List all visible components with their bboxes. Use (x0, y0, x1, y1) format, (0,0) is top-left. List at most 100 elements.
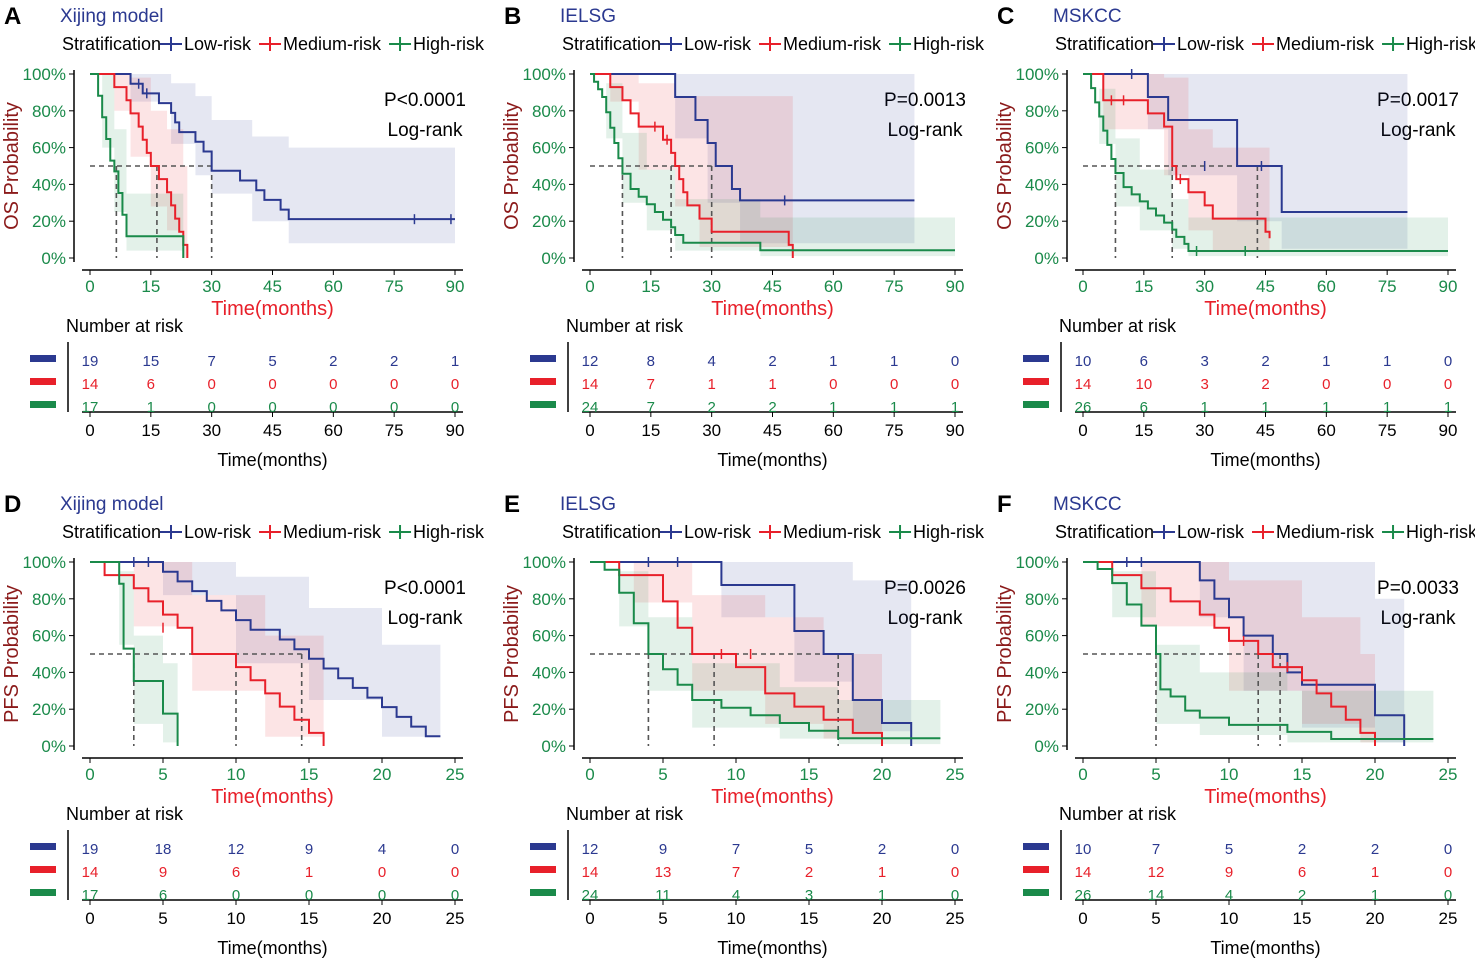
x-tick-label: 15 (641, 277, 660, 296)
risk-x-tick-label: 60 (324, 421, 343, 440)
y-tick-label: 60% (32, 139, 66, 158)
y-tick-label: 100% (523, 553, 566, 572)
risk-x-tick-label: 0 (85, 909, 94, 928)
risk-count: 6 (1140, 353, 1148, 370)
panel-letter: B (504, 3, 521, 30)
risk-count: 14 (1148, 887, 1165, 904)
x-tick-label: 45 (763, 277, 782, 296)
risk-count: 2 (805, 864, 813, 881)
legend-label-low: Low-risk (1177, 34, 1245, 54)
risk-count: 0 (829, 376, 837, 393)
risk-x-tick-label: 25 (946, 909, 965, 928)
log-rank-label: Log-rank (388, 120, 463, 141)
risk-count: 0 (268, 376, 276, 393)
risk-count: 14 (1075, 376, 1092, 393)
risk-row-swatch-low (1023, 843, 1049, 850)
y-axis-label: PFS Probability (1, 585, 23, 723)
x-axis-label: Time(months) (211, 298, 334, 320)
risk-row-swatch-high (1023, 889, 1049, 896)
legend-title: Stratification (62, 34, 161, 54)
y-tick-label: 80% (1025, 590, 1059, 609)
x-tick-label: 10 (227, 765, 246, 784)
risk-x-tick-label: 10 (1220, 909, 1239, 928)
legend-label-high: High-risk (413, 522, 485, 542)
panel-f: F MSKCC Stratification Low-risk Medium-risk H… (994, 491, 1475, 958)
x-tick-label: 30 (702, 277, 721, 296)
risk-count: 7 (1152, 841, 1160, 858)
km-curve-medium (590, 73, 794, 258)
risk-count: 0 (951, 353, 959, 370)
risk-count: 1 (1200, 399, 1208, 416)
risk-count: 14 (582, 376, 599, 393)
risk-x-axis-label: Time(months) (717, 450, 827, 470)
panel-letter: E (504, 491, 520, 518)
risk-x-tick-label: 75 (885, 421, 904, 440)
y-tick-label: 80% (32, 102, 66, 121)
x-tick-label: 75 (885, 277, 904, 296)
risk-x-tick-label: 45 (1256, 421, 1275, 440)
y-tick-label: 60% (1025, 139, 1059, 158)
risk-count: 2 (768, 353, 776, 370)
risk-x-axis-label: Time(months) (1210, 450, 1320, 470)
risk-count: 4 (707, 353, 715, 370)
risk-count: 2 (707, 399, 715, 416)
risk-x-tick-label: 30 (202, 421, 221, 440)
panel-title: Xijing model (60, 6, 164, 27)
risk-x-tick-label: 10 (727, 909, 746, 928)
y-tick-label: 20% (532, 700, 566, 719)
risk-count: 1 (829, 399, 837, 416)
y-tick-label: 20% (1025, 212, 1059, 231)
risk-count: 6 (232, 864, 240, 881)
risk-x-axis-label: Time(months) (717, 938, 827, 958)
risk-count: 10 (1075, 841, 1092, 858)
risk-x-tick-label: 90 (946, 421, 965, 440)
x-tick-label: 15 (300, 765, 319, 784)
panel-letter: A (4, 3, 21, 30)
km-curve-medium (90, 561, 325, 746)
risk-row-swatch-medium (1023, 866, 1049, 873)
risk-count: 0 (951, 376, 959, 393)
x-tick-label: 15 (141, 277, 160, 296)
x-tick-label: 45 (263, 277, 282, 296)
risk-count: 0 (951, 864, 959, 881)
legend-label-high: High-risk (1406, 522, 1475, 542)
risk-count: 14 (582, 864, 599, 881)
risk-row-swatch-medium (30, 866, 56, 873)
km-curve-low (90, 73, 455, 221)
legend-label-low: Low-risk (684, 522, 752, 542)
panel-a: A Xijing model Stratification Low-risk Mediu… (1, 3, 485, 470)
legend-title: Stratification (1055, 34, 1154, 54)
risk-x-tick-label: 45 (263, 421, 282, 440)
risk-x-tick-label: 5 (1151, 909, 1160, 928)
risk-count: 1 (1322, 399, 1330, 416)
p-value: P=0.0026 (884, 578, 966, 599)
risk-count: 3 (805, 887, 813, 904)
risk-count: 12 (582, 353, 599, 370)
risk-count: 0 (951, 887, 959, 904)
risk-count: 0 (451, 376, 459, 393)
risk-count: 9 (1225, 864, 1233, 881)
risk-x-tick-label: 15 (141, 421, 160, 440)
legend-title: Stratification (1055, 522, 1154, 542)
risk-count: 9 (659, 841, 667, 858)
risk-count: 24 (582, 399, 599, 416)
risk-count: 7 (207, 353, 215, 370)
legend-label-medium: Medium-risk (283, 34, 382, 54)
x-axis-label: Time(months) (1204, 298, 1327, 320)
y-axis-label: PFS Probability (994, 585, 1016, 723)
risk-x-tick-label: 15 (300, 909, 319, 928)
risk-count: 0 (207, 399, 215, 416)
risk-count: 1 (1322, 353, 1330, 370)
legend-label-low: Low-risk (1177, 522, 1245, 542)
panel-title: IELSG (560, 494, 616, 515)
y-tick-label: 40% (1025, 175, 1059, 194)
legend-label-medium: Medium-risk (783, 522, 882, 542)
risk-count: 10 (1135, 376, 1152, 393)
risk-count: 1 (829, 353, 837, 370)
risk-count: 0 (1444, 376, 1452, 393)
risk-count: 1 (768, 376, 776, 393)
x-tick-label: 20 (1366, 765, 1385, 784)
y-tick-label: 20% (32, 212, 66, 231)
risk-x-tick-label: 30 (702, 421, 721, 440)
ci-band-medium (1083, 74, 1270, 255)
